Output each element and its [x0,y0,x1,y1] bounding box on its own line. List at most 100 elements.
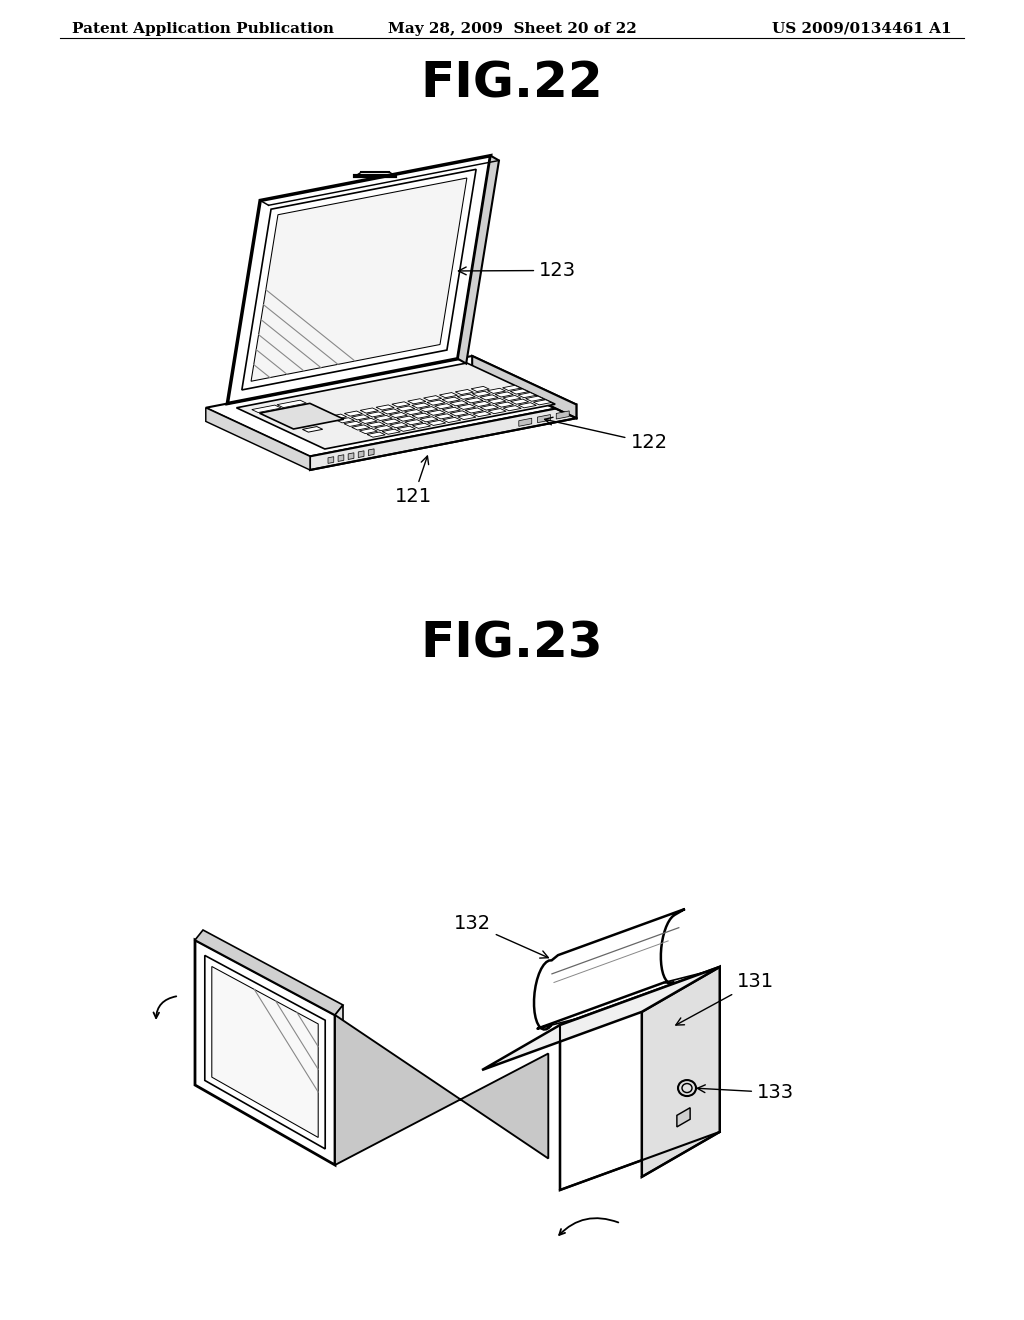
Polygon shape [360,408,378,413]
Polygon shape [412,413,430,418]
Polygon shape [389,412,408,417]
Polygon shape [420,417,438,422]
Polygon shape [458,404,475,409]
Polygon shape [344,411,362,416]
Polygon shape [428,420,445,425]
Polygon shape [359,429,378,433]
Polygon shape [412,403,430,408]
Text: Patent Application Publication: Patent Application Publication [72,22,334,36]
Polygon shape [404,420,423,425]
Polygon shape [374,416,392,421]
Polygon shape [376,405,394,411]
Polygon shape [482,966,720,1071]
Polygon shape [424,396,441,401]
Polygon shape [450,401,468,405]
Text: US 2009/0134461 A1: US 2009/0134461 A1 [772,22,952,36]
Polygon shape [534,400,552,405]
Polygon shape [503,385,520,391]
Polygon shape [367,422,385,428]
Polygon shape [397,416,415,421]
Polygon shape [336,417,354,422]
Polygon shape [439,392,458,397]
Polygon shape [677,1107,690,1127]
Polygon shape [487,388,506,393]
Polygon shape [396,407,415,411]
Polygon shape [382,409,399,414]
Polygon shape [358,451,364,458]
Polygon shape [465,397,483,403]
Polygon shape [496,392,513,397]
Polygon shape [480,405,499,411]
Polygon shape [338,454,344,462]
Polygon shape [535,909,685,1030]
Polygon shape [503,405,521,411]
Polygon shape [518,403,537,408]
Polygon shape [206,408,310,470]
Text: 132: 132 [454,915,549,958]
Text: FIG.22: FIG.22 [421,59,603,108]
Text: 134: 134 [256,994,294,1043]
Polygon shape [310,404,577,470]
Polygon shape [242,169,476,389]
Polygon shape [427,400,445,405]
Polygon shape [344,421,362,426]
Polygon shape [397,426,416,432]
Polygon shape [442,397,460,403]
Polygon shape [560,966,720,1191]
Polygon shape [351,414,370,420]
Polygon shape [252,405,282,413]
Text: May 28, 2009  Sheet 20 of 22: May 28, 2009 Sheet 20 of 22 [388,22,636,36]
Text: 121: 121 [395,455,432,506]
Text: 123: 123 [459,261,577,280]
Polygon shape [329,414,347,420]
Polygon shape [503,396,521,400]
Polygon shape [496,403,514,407]
Polygon shape [511,399,528,404]
Polygon shape [456,389,473,395]
Polygon shape [335,1015,548,1166]
Polygon shape [451,411,468,416]
Polygon shape [472,356,577,418]
Polygon shape [518,392,537,397]
Polygon shape [472,391,490,396]
Polygon shape [458,156,499,363]
Polygon shape [556,411,569,418]
Polygon shape [367,412,385,417]
Polygon shape [392,401,410,407]
Polygon shape [195,931,343,1015]
Polygon shape [237,363,555,449]
Polygon shape [480,395,498,400]
Text: 122: 122 [545,417,668,453]
Polygon shape [351,425,370,430]
Polygon shape [471,387,489,392]
Polygon shape [348,453,354,459]
Polygon shape [227,156,490,404]
Polygon shape [259,404,344,429]
Polygon shape [420,407,437,412]
Polygon shape [488,409,506,413]
Polygon shape [278,400,306,408]
Polygon shape [427,411,445,416]
Text: 131: 131 [676,972,774,1026]
Polygon shape [538,414,551,422]
Polygon shape [367,432,385,437]
Polygon shape [442,417,461,422]
Polygon shape [434,404,453,409]
Polygon shape [642,966,720,1177]
Polygon shape [251,178,467,381]
Polygon shape [212,966,318,1138]
Text: 133: 133 [697,1082,795,1102]
Polygon shape [525,396,544,401]
Polygon shape [404,409,423,414]
Polygon shape [328,457,334,463]
Polygon shape [408,399,426,404]
Polygon shape [195,940,335,1166]
Polygon shape [413,424,430,429]
Polygon shape [458,414,476,420]
Polygon shape [382,418,400,424]
Polygon shape [206,356,577,457]
Polygon shape [302,426,323,432]
Polygon shape [435,413,453,418]
Polygon shape [510,389,528,395]
Polygon shape [375,425,392,430]
